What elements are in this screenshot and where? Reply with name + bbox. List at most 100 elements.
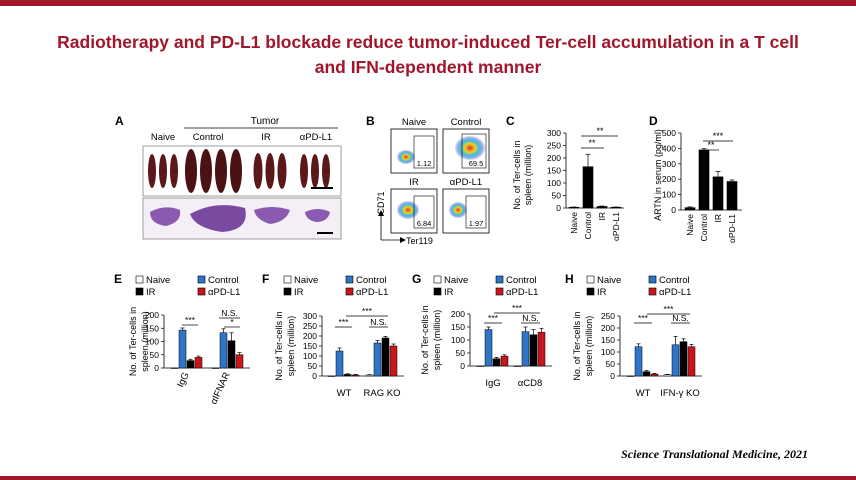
panel-e-bar-control [219,332,228,369]
panel-h-legend-naive: Naive [597,275,621,286]
panel-c-category-label: Naive [569,212,579,234]
panel-f-ylabel-1: No. of Ter-cells in [274,311,284,380]
ter119-label: Ter119 [406,236,433,246]
panel-d-category-label: Naive [685,214,695,236]
panel-d-category-label: Control [699,214,709,242]
panel-e-tick-label: 100 [145,337,159,347]
panel-g-legend-swatch-naive [433,275,442,284]
panel-d-label: D [649,114,658,128]
panel-h-group-label: WT [636,388,651,399]
panel-c-bar [568,206,580,209]
panel-f-legend-naive: Naive [294,275,318,286]
panel-h-bar-ir [642,371,651,377]
flow-value-naive: 1.12 [417,159,432,168]
panel-f-legend-swatch-control [345,275,354,284]
panel-e-ylabel-2: spleen (million) [140,311,150,372]
panel-f-sig-label: *** [362,306,373,316]
panel-e-tick-label: 150 [145,323,159,333]
source-citation: Science Translational Medicine, 2021 [621,447,808,461]
panel-c-tick-label: 100 [547,178,561,188]
flow-title-ir: IR [409,177,419,188]
panel-e-tick-label: 0 [154,363,159,373]
panel-c-tick-label: 300 [547,128,561,138]
panel-d-bar [726,181,738,211]
panel-e-label: E [114,272,122,286]
panel-e-bar-pdl1 [194,357,203,369]
panel-h-sig-label: *** [664,304,675,314]
panel-g-bar-ir [529,334,538,367]
panel-h-tick-label: 50 [606,359,616,369]
panel-h-tick-label: 0 [610,371,615,381]
flow-plot-ir [390,188,438,234]
panel-e-bar-pdl1 [235,354,244,369]
panel-c-tick-label: 250 [547,141,561,151]
panel-h-bar-control [671,344,680,377]
panel-h-sig-label: N.S. [672,313,689,323]
group-label-naive: Naive [151,132,175,143]
group-label-ir: IR [261,132,271,143]
panel-h-label: H [565,272,574,286]
panel-f-tick-label: 0 [312,371,317,381]
panel-g-sig-label: *** [488,313,499,323]
panel-c-tick-label: 0 [556,203,561,213]
panel-e-sig-label: N.S. [221,308,238,318]
panel-e-tick-label: 50 [150,350,160,360]
group-label-control: Control [193,132,224,143]
panel-c-categories: Naive Control IR αPD-L1 [569,212,621,241]
panel-f-sig-label: *** [339,317,350,327]
panel-h-tick-label: 250 [601,311,615,321]
panel-b-label: B [366,114,375,128]
panel-c-category-label: αPD-L1 [611,212,621,241]
panel-f-legend-swatch-ir [283,287,292,296]
flow-value-pdl1: 1.97 [469,219,484,228]
cd71-label: CD71 [376,191,386,214]
panel-c-ylabel-1: No. of Ter-cells in [512,140,522,209]
panel-g-bar-naive [476,365,485,367]
panel-h-bar-pdl1 [687,346,696,377]
panel-e-bar-naive [211,367,220,369]
panel-g-ylabel-1: No. of Ter-cells in [420,305,430,374]
panel-f-legend-swatch-pdl1 [345,287,354,296]
panel-h-bar-control [634,346,643,377]
flow-value-ir: 6.84 [417,219,432,228]
panel-h-bar-ir [679,341,688,377]
panel-g-legend-ir: IR [444,287,454,298]
title-line-2: and IFN-dependent manner [314,57,542,77]
flow-title-control: Control [451,117,482,128]
panel-g-legend-swatch-pdl1 [495,287,504,296]
panel-d-bar [712,176,724,211]
panel-d-tick-label: 100 [662,190,676,200]
panel-f-tick-label: 200 [303,331,317,341]
panel-f-tick-label: 250 [303,321,317,331]
panel-d-bars [681,148,742,211]
panel-g-group-label: αCD8 [518,378,543,389]
panel-c-bar [596,206,608,209]
panel-f-bar-naive [365,374,374,377]
panel-f-bar-ir [381,337,390,377]
panel-d-tick-label: 0 [671,205,676,215]
panel-e-group-label: IgG [175,371,191,390]
ter119-arrowhead [400,237,406,243]
panel-f-bar-naive [327,375,336,377]
panel-g: G Naive Control IR αPD-L1 No. of Ter-cells in… [412,272,552,389]
panel-d-axis: 0 100 200 300 400 500 [662,128,682,215]
panel-d-bar [684,207,696,211]
panel-h-ylabel-1: No. of Ter-cells in [572,311,582,380]
panel-g-legend-swatch-ir [433,287,442,296]
panel-d-ylabel: ARTN in serum (pg/ml) [653,129,663,221]
panel-d-tick-label: 500 [662,128,676,138]
panel-g-group-label: IgG [485,378,500,389]
panel-h-tick-label: 100 [601,347,615,357]
group-label-pdl1: αPD-L1 [300,132,332,143]
panel-g-bar-ir [492,358,501,367]
panel-f-tick-label: 150 [303,341,317,351]
panel-e-legend-swatch-naive [135,275,144,284]
panel-h-legend-ir: IR [597,287,607,298]
panel-g-legend-swatch-control [495,275,504,284]
flow-plot-control [442,128,490,174]
panel-c-tick-label: 50 [552,191,562,201]
panel-d-tick-label: 200 [662,174,676,184]
panel-c-bars [566,153,624,209]
panel-g-bar-naive [513,365,522,367]
panel-e-sig-label: * [230,317,234,327]
